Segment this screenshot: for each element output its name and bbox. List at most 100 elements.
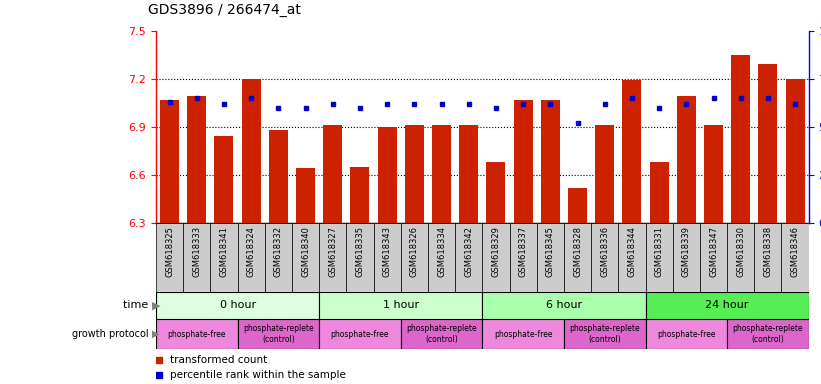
Text: GSM618333: GSM618333 <box>192 226 201 277</box>
Bar <box>323 125 342 223</box>
Bar <box>649 162 668 223</box>
Bar <box>541 99 560 223</box>
Bar <box>622 80 641 223</box>
Text: time: time <box>123 300 152 310</box>
Bar <box>296 168 315 223</box>
Text: GSM618347: GSM618347 <box>709 226 718 277</box>
Text: GSM618340: GSM618340 <box>301 226 310 277</box>
Text: 24 hour: 24 hour <box>705 300 749 310</box>
FancyBboxPatch shape <box>700 223 727 292</box>
Text: 1 hour: 1 hour <box>383 300 419 310</box>
Text: GSM618337: GSM618337 <box>519 226 528 277</box>
Text: GSM618343: GSM618343 <box>383 226 392 277</box>
FancyBboxPatch shape <box>645 319 727 349</box>
Bar <box>378 127 397 223</box>
Text: GSM618345: GSM618345 <box>546 226 555 277</box>
Text: phosphate-replete
(control): phosphate-replete (control) <box>406 324 477 344</box>
Bar <box>786 79 805 223</box>
FancyBboxPatch shape <box>183 223 210 292</box>
FancyBboxPatch shape <box>645 292 809 319</box>
Bar <box>514 99 533 223</box>
FancyBboxPatch shape <box>483 319 564 349</box>
Text: GSM618346: GSM618346 <box>791 226 800 277</box>
FancyBboxPatch shape <box>401 319 483 349</box>
Text: percentile rank within the sample: percentile rank within the sample <box>170 370 346 380</box>
Text: GSM618342: GSM618342 <box>464 226 473 277</box>
FancyBboxPatch shape <box>510 223 537 292</box>
Text: phosphate-free: phosphate-free <box>167 329 226 339</box>
Text: GSM618329: GSM618329 <box>492 226 501 277</box>
Bar <box>677 96 696 223</box>
FancyBboxPatch shape <box>237 319 319 349</box>
Text: GSM618339: GSM618339 <box>681 226 690 277</box>
Text: GSM618328: GSM618328 <box>573 226 582 277</box>
Text: GSM618344: GSM618344 <box>627 226 636 277</box>
FancyBboxPatch shape <box>591 223 618 292</box>
FancyBboxPatch shape <box>564 319 645 349</box>
FancyBboxPatch shape <box>455 223 483 292</box>
Bar <box>241 79 261 223</box>
Text: phosphate-free: phosphate-free <box>657 329 716 339</box>
Text: GSM618324: GSM618324 <box>246 226 255 277</box>
Bar <box>704 125 723 223</box>
Bar <box>351 167 369 223</box>
Bar <box>160 99 179 223</box>
FancyBboxPatch shape <box>319 292 483 319</box>
FancyBboxPatch shape <box>483 223 510 292</box>
Bar <box>459 125 479 223</box>
Text: GSM618335: GSM618335 <box>355 226 365 277</box>
FancyBboxPatch shape <box>401 223 428 292</box>
Text: GSM618331: GSM618331 <box>654 226 663 277</box>
FancyBboxPatch shape <box>237 223 264 292</box>
Bar <box>486 162 506 223</box>
Text: GSM618326: GSM618326 <box>410 226 419 277</box>
Text: 6 hour: 6 hour <box>546 300 582 310</box>
Text: growth protocol: growth protocol <box>72 329 152 339</box>
Text: phosphate-free: phosphate-free <box>331 329 389 339</box>
Text: ▶: ▶ <box>152 329 159 339</box>
Text: GSM618334: GSM618334 <box>437 226 446 277</box>
Bar <box>595 125 614 223</box>
Text: GSM618341: GSM618341 <box>219 226 228 277</box>
FancyBboxPatch shape <box>428 223 455 292</box>
Text: transformed count: transformed count <box>170 355 268 365</box>
Text: phosphate-replete
(control): phosphate-replete (control) <box>243 324 314 344</box>
Bar <box>759 64 777 223</box>
FancyBboxPatch shape <box>564 223 591 292</box>
Text: GSM618338: GSM618338 <box>764 226 773 277</box>
Text: phosphate-replete
(control): phosphate-replete (control) <box>732 324 803 344</box>
Text: GDS3896 / 266474_at: GDS3896 / 266474_at <box>148 3 300 17</box>
FancyBboxPatch shape <box>156 292 319 319</box>
FancyBboxPatch shape <box>156 319 237 349</box>
FancyBboxPatch shape <box>374 223 401 292</box>
Text: ▶: ▶ <box>152 300 160 310</box>
FancyBboxPatch shape <box>782 223 809 292</box>
FancyBboxPatch shape <box>537 223 564 292</box>
FancyBboxPatch shape <box>618 223 645 292</box>
Text: GSM618325: GSM618325 <box>165 226 174 277</box>
FancyBboxPatch shape <box>483 292 645 319</box>
Bar <box>732 55 750 223</box>
FancyBboxPatch shape <box>754 223 782 292</box>
Text: GSM618327: GSM618327 <box>328 226 337 277</box>
Bar <box>432 125 451 223</box>
Text: GSM618336: GSM618336 <box>600 226 609 277</box>
Text: GSM618330: GSM618330 <box>736 226 745 277</box>
FancyBboxPatch shape <box>727 319 809 349</box>
Bar <box>405 125 424 223</box>
Bar <box>568 187 587 223</box>
FancyBboxPatch shape <box>319 319 401 349</box>
FancyBboxPatch shape <box>210 223 237 292</box>
FancyBboxPatch shape <box>264 223 292 292</box>
FancyBboxPatch shape <box>292 223 319 292</box>
Text: phosphate-free: phosphate-free <box>494 329 553 339</box>
FancyBboxPatch shape <box>727 223 754 292</box>
Bar <box>187 96 206 223</box>
Text: phosphate-replete
(control): phosphate-replete (control) <box>570 324 640 344</box>
FancyBboxPatch shape <box>156 223 183 292</box>
FancyBboxPatch shape <box>319 223 346 292</box>
Text: 0 hour: 0 hour <box>219 300 255 310</box>
FancyBboxPatch shape <box>346 223 374 292</box>
FancyBboxPatch shape <box>645 223 672 292</box>
Bar <box>214 136 233 223</box>
